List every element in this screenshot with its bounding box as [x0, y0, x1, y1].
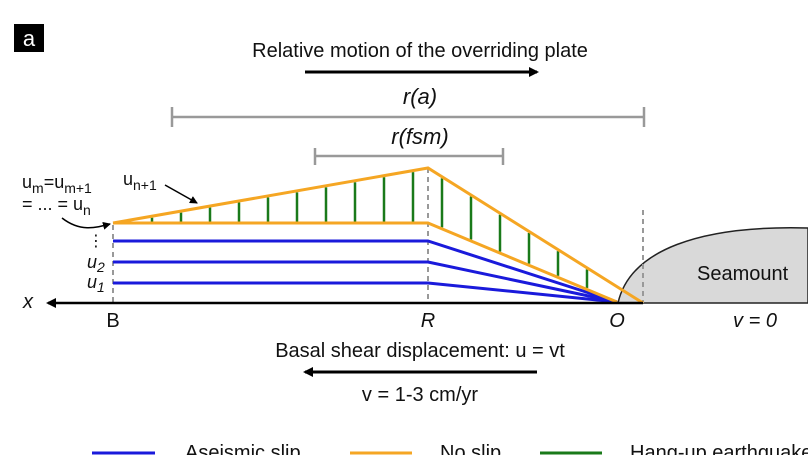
legend-label: No slip	[440, 442, 501, 455]
un-label: = ... = un	[22, 194, 91, 218]
range-fsm-bracket	[313, 148, 505, 165]
range-a-bracket	[170, 107, 646, 127]
label-part: u	[87, 252, 97, 272]
range-a-label: r(a)	[403, 84, 437, 109]
label-part: =u	[44, 172, 65, 192]
pointer	[164, 184, 198, 204]
u1-label: u1	[87, 272, 105, 295]
u2-label: u2	[87, 252, 105, 275]
seamount-shape	[617, 227, 808, 304]
point-label: B	[106, 310, 119, 332]
un1-label: un+1	[123, 169, 157, 193]
label-sub: n+1	[133, 177, 157, 193]
basal-label: Basal shear displacement: u = vt	[275, 340, 565, 362]
legend-label: Aseismic slip	[185, 442, 301, 455]
legend-label: Hang-up earthquake	[630, 442, 808, 455]
seamount-velocity: v = 0	[733, 310, 777, 332]
no-slip-lines	[112, 166, 644, 305]
label-sub: 2	[96, 259, 105, 275]
top-arrow-label: Relative motion of the overriding plate	[252, 40, 588, 62]
point-label: O	[609, 310, 625, 332]
label-part: u	[123, 169, 133, 189]
range-fsm-label: r(fsm)	[391, 124, 448, 149]
pointer	[61, 217, 111, 230]
aseismic-lines	[113, 239, 618, 304]
plate-velocity: v = 1-3 cm/yr	[362, 384, 478, 406]
point-label: R	[421, 310, 435, 332]
hang-up-lines	[150, 172, 589, 288]
um-label: um=um+1	[22, 172, 92, 196]
label-sub: m	[32, 180, 44, 196]
guide-lines	[112, 168, 644, 303]
dots: ⋮	[88, 233, 104, 250]
axis-label: x	[22, 291, 34, 313]
label-part: = ... = u	[22, 194, 83, 214]
label-part: u	[87, 272, 97, 292]
label-sub: m+1	[64, 180, 92, 196]
seamount-label: Seamount	[697, 263, 789, 285]
panel-label: a	[23, 26, 36, 51]
label-sub: 1	[97, 279, 105, 295]
label-part: u	[22, 172, 32, 192]
panel-box	[14, 24, 44, 52]
label-sub: n	[83, 202, 91, 218]
